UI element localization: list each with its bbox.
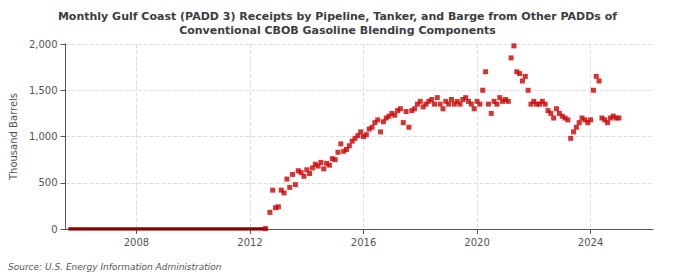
svg-text:1,000: 1,000 xyxy=(29,131,58,142)
svg-text:2,000: 2,000 xyxy=(29,39,58,50)
svg-text:2016: 2016 xyxy=(351,237,376,248)
svg-text:Conventional CBOB Gasoline Ble: Conventional CBOB Gasoline Blending Comp… xyxy=(179,24,496,37)
svg-text:500: 500 xyxy=(38,177,57,188)
svg-text:2020: 2020 xyxy=(464,237,489,248)
svg-text:2008: 2008 xyxy=(124,237,149,248)
svg-text:Thousand Barrels: Thousand Barrels xyxy=(8,93,19,181)
svg-text:2024: 2024 xyxy=(578,237,603,248)
svg-text:Source: U.S. Energy Informatio: Source: U.S. Energy Information Administ… xyxy=(8,262,222,272)
svg-text:0: 0 xyxy=(51,224,57,235)
svg-text:1,500: 1,500 xyxy=(29,85,58,96)
svg-text:Monthly Gulf Coast (PADD 3) Re: Monthly Gulf Coast (PADD 3) Receipts by … xyxy=(58,10,617,23)
svg-text:2012: 2012 xyxy=(237,237,262,248)
